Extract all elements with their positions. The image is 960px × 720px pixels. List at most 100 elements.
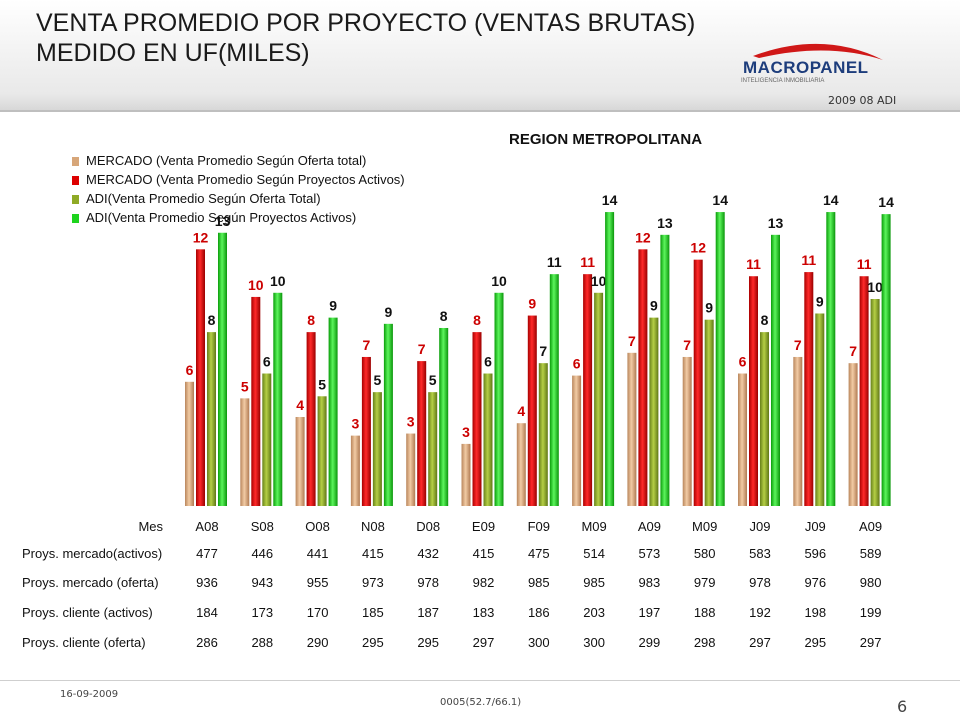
table-cell: 203	[583, 605, 605, 620]
data-label: 8	[208, 312, 216, 328]
data-label: 7	[628, 333, 636, 349]
legend-swatch	[72, 214, 79, 223]
data-label: 9	[650, 298, 658, 314]
table-cell: 297	[472, 635, 495, 650]
table-cell: 446	[251, 546, 274, 561]
bar-1-j09-10	[749, 276, 758, 506]
data-label: 7	[363, 337, 371, 353]
table-header-month: O08	[305, 519, 330, 534]
bar-1-n08-3	[361, 356, 371, 506]
table-cell: 192	[749, 605, 771, 620]
table-cell: 589	[859, 546, 882, 561]
title-line-2: MEDIDO EN UF(MILES)	[36, 39, 310, 67]
table-cell: 187	[417, 605, 440, 620]
bar-0-a09-8	[627, 352, 637, 506]
data-label: 11	[857, 256, 872, 272]
logo-text: MACROPANEL	[743, 58, 869, 77]
bar-0-s08-1	[240, 398, 250, 506]
bar-1-e09-5	[472, 332, 482, 506]
data-label: 7	[539, 343, 547, 359]
table-cell: 955	[306, 575, 329, 590]
bar-3-j09-10	[771, 234, 780, 506]
data-label: 11	[801, 252, 816, 268]
data-label: 10	[248, 277, 264, 293]
data-label: 10	[591, 273, 607, 289]
bar-1-a08-0	[196, 249, 205, 506]
table-cell: 936	[196, 575, 218, 590]
data-label: 9	[329, 298, 337, 314]
bar-0-m09-7	[572, 375, 582, 506]
bar-2-s08-1	[262, 373, 272, 506]
bar-1-s08-1	[251, 296, 261, 506]
table-cell: 198	[804, 605, 827, 620]
data-label: 3	[407, 414, 415, 430]
legend-label: ADI(Venta Promedio Según Oferta Total)	[86, 191, 321, 206]
bar-2-j09-11	[815, 313, 825, 506]
data-label: 9	[816, 293, 824, 309]
table-cell: 596	[804, 546, 827, 561]
bar-0-m09-9	[682, 356, 692, 506]
data-label: 7	[683, 337, 691, 353]
logo-tagline: INTELIGENCIA INMOBILIARIA	[741, 78, 825, 84]
data-label: 8	[761, 312, 769, 328]
table-cell: 295	[362, 635, 384, 650]
bar-0-a08-0	[185, 381, 194, 506]
bar-2-a09-12	[870, 299, 880, 506]
table-cell: 288	[251, 635, 274, 650]
table-header-month: J09	[749, 519, 771, 534]
data-label: 14	[823, 192, 839, 208]
table-cell: 514	[583, 546, 605, 561]
data-label: 6	[186, 362, 194, 378]
bar-1-o08-2	[306, 332, 316, 506]
table-cell: 976	[804, 575, 827, 590]
bar-1-m09-9	[693, 259, 703, 506]
footer-code: 0005(52.7/66.1)	[440, 697, 522, 708]
data-label: 5	[318, 376, 326, 392]
data-label: 11	[580, 254, 595, 270]
table-cell: 184	[196, 605, 218, 620]
data-label: 14	[602, 192, 618, 208]
table-row-label: Proys. mercado (oferta)	[22, 575, 159, 590]
table-cell: 983	[638, 575, 661, 590]
bar-1-d08-4	[417, 361, 427, 506]
data-label: 8	[473, 312, 481, 328]
bar-2-e09-5	[483, 373, 493, 506]
bar-2-m09-9	[704, 319, 714, 506]
report-code: 2009 08 ADI	[828, 94, 897, 107]
data-label: 10	[867, 279, 883, 295]
data-label: 3	[462, 424, 470, 440]
page-number: 6	[897, 697, 908, 716]
bar-1-a09-8	[638, 249, 648, 506]
bar-2-a08-0	[207, 332, 216, 506]
data-label: 11	[746, 256, 761, 272]
table-header-month: D08	[416, 519, 441, 534]
bar-0-f09-6	[516, 423, 526, 506]
chart-title: REGION METROPOLITANA	[509, 131, 703, 148]
bar-3-f09-6	[549, 274, 559, 506]
data-label: 8	[307, 312, 315, 328]
table-header-label: Mes	[138, 519, 163, 534]
data-label: 3	[352, 416, 360, 432]
data-label: 13	[768, 215, 784, 231]
bar-0-a09-12	[848, 363, 858, 506]
table-cell: 979	[693, 575, 716, 590]
data-label: 10	[491, 273, 507, 289]
bar-2-m09-7	[594, 292, 604, 506]
bar-1-a09-12	[859, 276, 869, 506]
data-label: 7	[418, 341, 426, 357]
data-label: 6	[263, 354, 271, 370]
table-cell: 980	[859, 575, 882, 590]
table-cell: 186	[527, 605, 550, 620]
data-label: 7	[794, 337, 802, 353]
bar-2-o08-2	[317, 396, 327, 506]
table-cell: 477	[196, 546, 218, 561]
table-header-month: A08	[195, 519, 219, 534]
table-row-label: Proys. cliente (oferta)	[22, 635, 146, 650]
footer-divider	[0, 680, 960, 681]
table-cell: 188	[693, 605, 716, 620]
bar-2-f09-6	[538, 363, 548, 506]
table-header-month: A09	[859, 519, 883, 534]
bar-3-a09-8	[660, 234, 670, 506]
logo-swoosh-icon	[753, 43, 883, 60]
table-cell: 297	[749, 635, 771, 650]
